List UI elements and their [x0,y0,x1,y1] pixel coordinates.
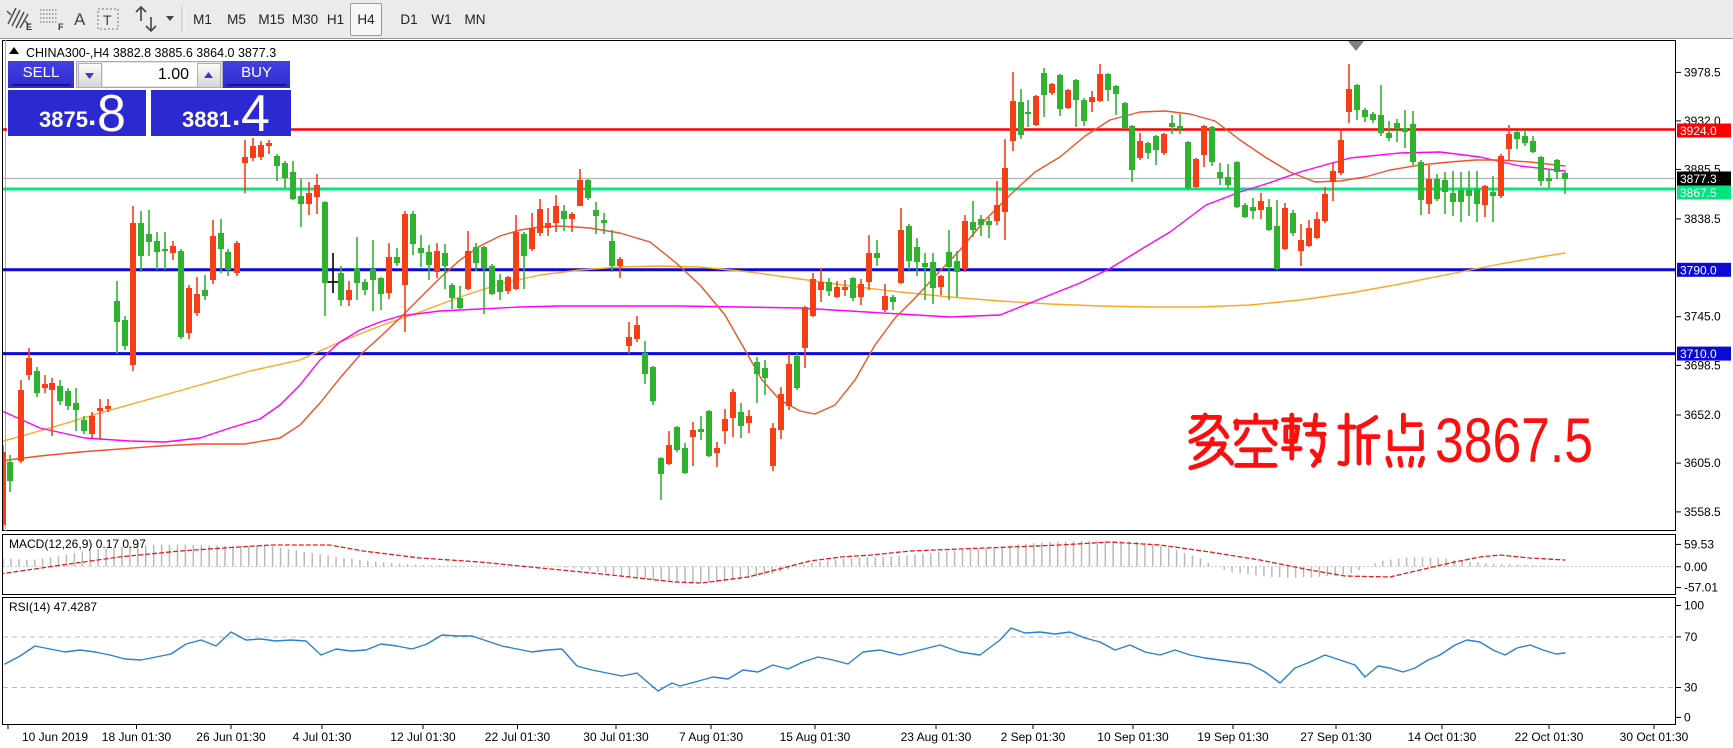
svg-text:4 Jul 01:30: 4 Jul 01:30 [293,730,352,744]
svg-text:3877.3: 3877.3 [1680,172,1717,186]
svg-text:3745.0: 3745.0 [1684,310,1721,324]
svg-text:0.00: 0.00 [1684,560,1708,574]
svg-text:3605.0: 3605.0 [1684,456,1721,470]
svg-text:14 Oct 01:30: 14 Oct 01:30 [1408,730,1477,744]
svg-text:10 Sep 01:30: 10 Sep 01:30 [1097,730,1169,744]
svg-text:30 Jul 01:30: 30 Jul 01:30 [583,730,649,744]
svg-text:7 Aug 01:30: 7 Aug 01:30 [679,730,743,744]
svg-text:27 Sep 01:30: 27 Sep 01:30 [1300,730,1372,744]
svg-text:100: 100 [1684,599,1704,613]
svg-text:3558.5: 3558.5 [1684,505,1721,519]
svg-text:F: F [58,22,64,32]
svg-text:3867.5: 3867.5 [1680,186,1717,200]
svg-text:MACD(12,26,9) 0.17 0.97: MACD(12,26,9) 0.17 0.97 [9,537,146,551]
svg-text:E: E [26,22,32,32]
svg-text:23 Aug 01:30: 23 Aug 01:30 [901,730,972,744]
svg-text:12 Jul 01:30: 12 Jul 01:30 [390,730,456,744]
svg-text:0: 0 [1684,710,1691,724]
svg-text:22 Oct 01:30: 22 Oct 01:30 [1515,730,1584,744]
svg-text:22 Jul 01:30: 22 Jul 01:30 [485,730,551,744]
svg-text:CHINA300-,H4 3882.8 3885.6 38: CHINA300-,H4 3882.8 3885.6 3864.0 3877.3 [26,46,276,60]
svg-text:3790.0: 3790.0 [1680,263,1717,277]
svg-text:70: 70 [1684,630,1698,644]
svg-text:-57.01: -57.01 [1684,581,1718,595]
svg-text:30 Oct 01:30: 30 Oct 01:30 [1620,730,1689,744]
svg-text:2 Sep 01:30: 2 Sep 01:30 [1001,730,1066,744]
svg-text:15 Aug 01:30: 15 Aug 01:30 [780,730,851,744]
svg-text:30: 30 [1684,681,1698,695]
svg-text:RSI(14) 47.4287: RSI(14) 47.4287 [9,600,97,614]
svg-text:3924.0: 3924.0 [1680,124,1717,138]
svg-text:3867.5: 3867.5 [1435,406,1593,476]
svg-text:3978.5: 3978.5 [1684,65,1721,79]
svg-text:3838.5: 3838.5 [1684,212,1721,226]
svg-text:3710.0: 3710.0 [1680,347,1717,361]
svg-text:19 Sep 01:30: 19 Sep 01:30 [1197,730,1269,744]
svg-text:3652.0: 3652.0 [1684,408,1721,422]
svg-text:T: T [103,12,112,28]
svg-text:18 Jun 01:30: 18 Jun 01:30 [102,730,172,744]
svg-text:59.53: 59.53 [1684,537,1714,551]
svg-text:10 Jun 2019: 10 Jun 2019 [22,730,88,744]
svg-text:A: A [74,10,86,29]
svg-text:26 Jun 01:30: 26 Jun 01:30 [196,730,266,744]
svg-text:3698.5: 3698.5 [1684,358,1721,372]
